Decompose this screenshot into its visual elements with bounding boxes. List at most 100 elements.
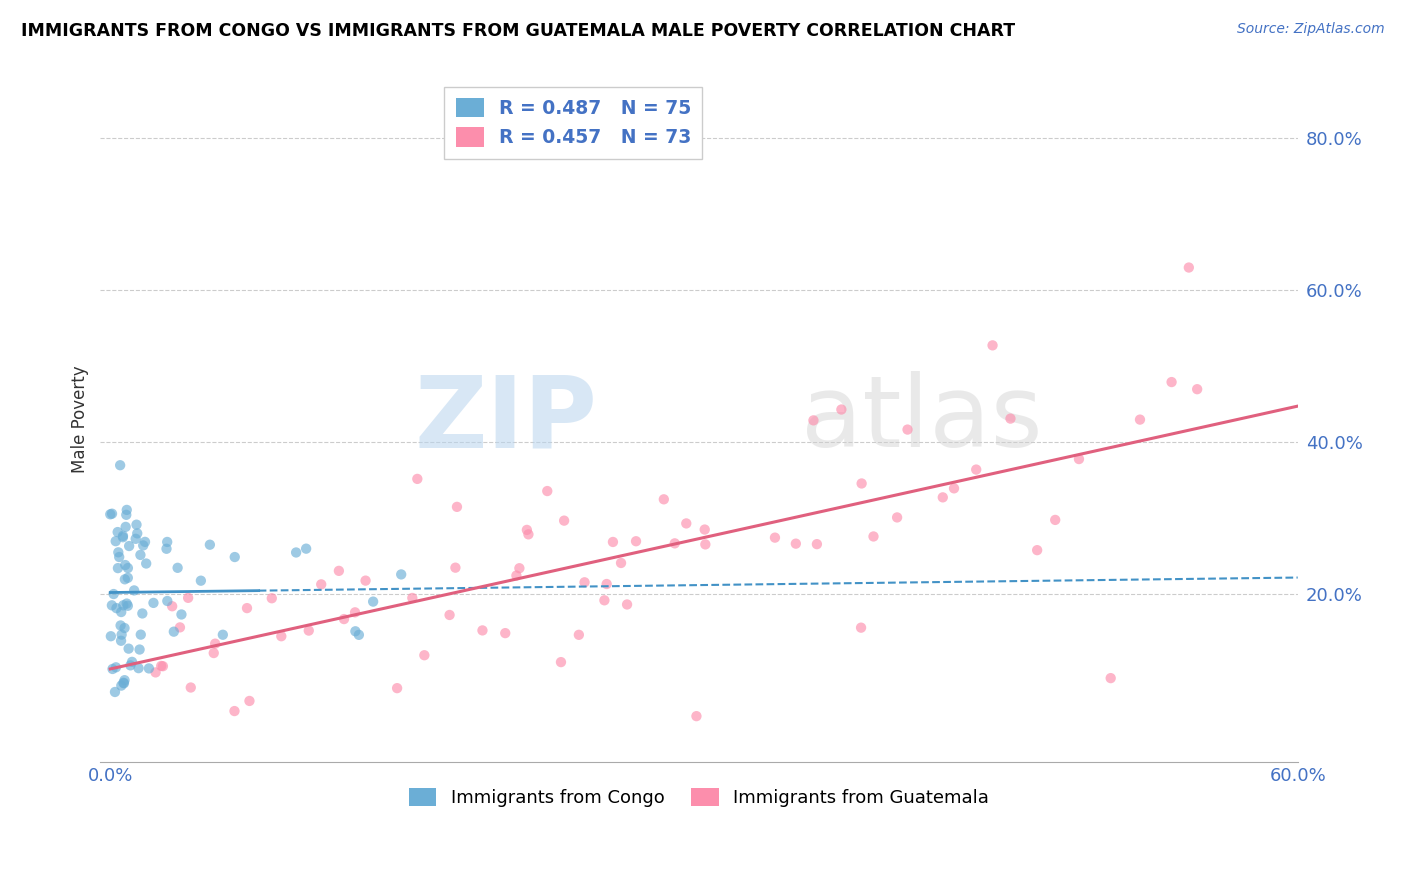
- Legend: Immigrants from Congo, Immigrants from Guatemala: Immigrants from Congo, Immigrants from G…: [402, 780, 995, 814]
- Point: [98, 508, 121, 522]
- Point: [550, 655, 572, 669]
- Point: [112, 675, 135, 690]
- Point: [536, 484, 558, 499]
- Point: [115, 597, 138, 611]
- Point: [413, 648, 436, 663]
- Point: [138, 661, 160, 675]
- Point: [695, 537, 717, 551]
- Point: [121, 655, 143, 669]
- Point: [517, 527, 540, 541]
- Point: [896, 423, 918, 437]
- Point: [516, 523, 538, 537]
- Point: [104, 534, 127, 549]
- Point: [494, 626, 516, 640]
- Point: [101, 599, 124, 613]
- Point: [111, 627, 134, 641]
- Point: [110, 679, 132, 693]
- Point: [602, 535, 624, 549]
- Point: [127, 526, 149, 541]
- Point: [389, 567, 412, 582]
- Point: [100, 629, 122, 643]
- Y-axis label: Male Poverty: Male Poverty: [72, 366, 89, 474]
- Point: [568, 628, 591, 642]
- Point: [610, 556, 633, 570]
- Point: [101, 507, 124, 521]
- Point: [169, 620, 191, 634]
- Point: [851, 476, 873, 491]
- Point: [115, 503, 138, 517]
- Point: [156, 535, 179, 549]
- Point: [111, 529, 134, 543]
- Point: [943, 481, 966, 495]
- Point: [285, 545, 308, 559]
- Point: [114, 673, 136, 688]
- Point: [129, 627, 152, 641]
- Point: [101, 662, 124, 676]
- Point: [129, 548, 152, 562]
- Point: [224, 704, 246, 718]
- Point: [198, 538, 221, 552]
- Point: [112, 599, 135, 613]
- Point: [142, 596, 165, 610]
- Point: [446, 500, 468, 514]
- Point: [107, 561, 129, 575]
- Point: [150, 659, 173, 673]
- Point: [145, 665, 167, 680]
- Point: [152, 659, 174, 673]
- Point: [108, 458, 131, 473]
- Point: [849, 621, 872, 635]
- Point: [471, 624, 494, 638]
- Point: [298, 624, 321, 638]
- Point: [593, 593, 616, 607]
- Point: [675, 516, 697, 531]
- Point: [1160, 375, 1182, 389]
- Point: [236, 601, 259, 615]
- Point: [107, 545, 129, 559]
- Point: [401, 591, 423, 605]
- Point: [160, 599, 183, 614]
- Point: [574, 575, 596, 590]
- Point: [652, 492, 675, 507]
- Point: [110, 633, 132, 648]
- Point: [156, 594, 179, 608]
- Point: [981, 338, 1004, 352]
- Point: [932, 491, 955, 505]
- Point: [224, 549, 246, 564]
- Point: [505, 568, 527, 582]
- Point: [385, 681, 408, 695]
- Point: [1045, 513, 1067, 527]
- Point: [125, 517, 148, 532]
- Point: [125, 532, 148, 546]
- Text: Source: ZipAtlas.com: Source: ZipAtlas.com: [1237, 22, 1385, 37]
- Point: [120, 658, 142, 673]
- Point: [685, 709, 707, 723]
- Point: [114, 621, 136, 635]
- Point: [117, 599, 139, 613]
- Point: [114, 558, 136, 572]
- Point: [803, 413, 825, 427]
- Point: [361, 594, 384, 608]
- Point: [111, 530, 134, 544]
- Point: [107, 524, 129, 539]
- Point: [344, 605, 367, 619]
- Point: [763, 531, 786, 545]
- Point: [118, 539, 141, 553]
- Point: [131, 607, 153, 621]
- Point: [295, 541, 318, 556]
- Point: [260, 591, 283, 606]
- Point: [328, 564, 350, 578]
- Point: [104, 660, 127, 674]
- Point: [108, 549, 131, 564]
- Point: [664, 536, 686, 550]
- Point: [1067, 452, 1090, 467]
- Point: [177, 591, 200, 605]
- Point: [508, 561, 530, 575]
- Text: atlas: atlas: [801, 371, 1042, 468]
- Point: [110, 618, 132, 632]
- Point: [886, 510, 908, 524]
- Point: [333, 612, 356, 626]
- Point: [204, 637, 226, 651]
- Point: [693, 523, 716, 537]
- Point: [103, 587, 125, 601]
- Point: [238, 694, 260, 708]
